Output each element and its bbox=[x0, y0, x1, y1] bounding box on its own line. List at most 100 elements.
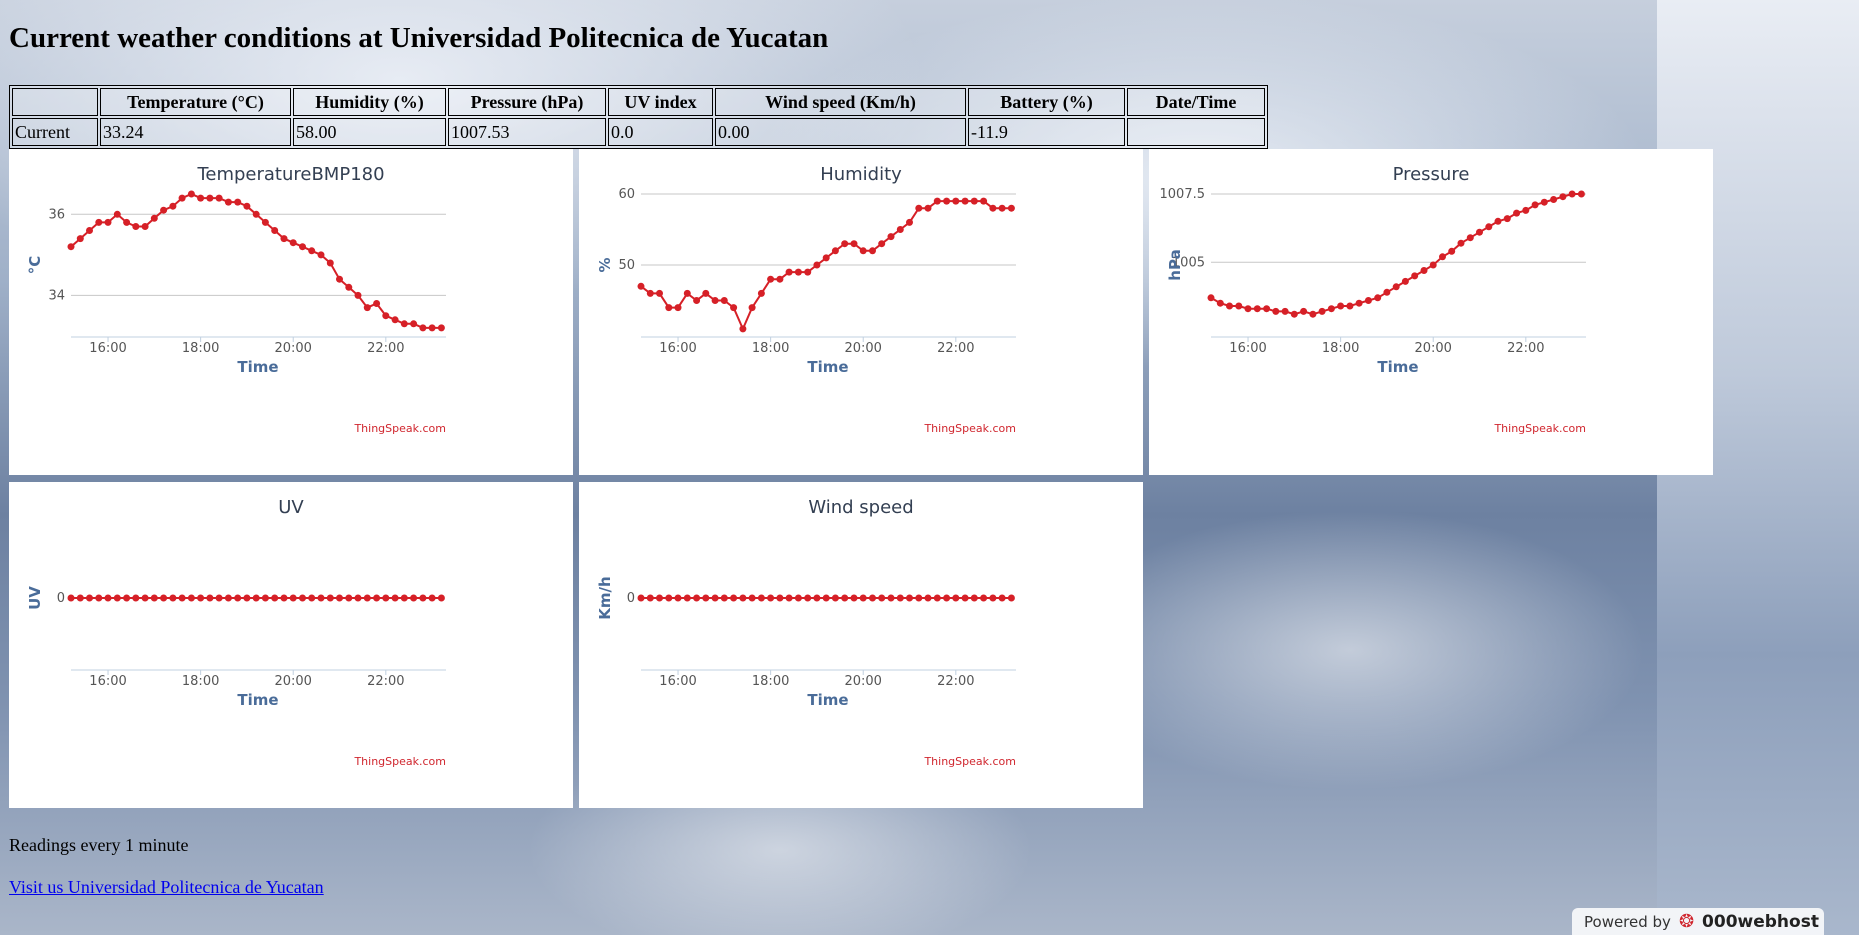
data-point[interactable] bbox=[178, 594, 186, 602]
data-point[interactable] bbox=[794, 594, 802, 602]
data-point[interactable] bbox=[693, 297, 701, 304]
data-point[interactable] bbox=[1216, 299, 1224, 307]
data-point[interactable] bbox=[970, 594, 978, 602]
thingspeak-credit-link[interactable]: ThingSpeak.com bbox=[923, 755, 1016, 768]
data-point[interactable] bbox=[178, 194, 186, 202]
data-point[interactable] bbox=[1392, 283, 1400, 291]
data-point[interactable] bbox=[336, 275, 343, 283]
temperature-chart[interactable]: TemperatureBMP180 34 36 16:00 18:00 20:00 22:0… bbox=[9, 149, 573, 475]
data-point[interactable] bbox=[683, 594, 691, 602]
pressure-chart[interactable]: Pressure 1005 1007.5 16:00 18:00 20:00 22:00 Ti… bbox=[1149, 149, 1713, 475]
data-point[interactable] bbox=[952, 197, 960, 205]
data-point[interactable] bbox=[354, 291, 362, 299]
data-point[interactable] bbox=[998, 204, 1006, 212]
data-point[interactable] bbox=[850, 240, 858, 248]
data-point[interactable] bbox=[104, 218, 112, 226]
data-point[interactable] bbox=[896, 594, 904, 602]
data-point[interactable] bbox=[243, 594, 251, 602]
data-point[interactable] bbox=[215, 194, 223, 202]
data-point[interactable] bbox=[234, 594, 242, 602]
pressure-chart-panel[interactable]: Pressure 1005 1007.5 16:00 18:00 20:00 22:00 Ti… bbox=[1149, 149, 1713, 475]
data-point[interactable] bbox=[1568, 190, 1576, 198]
data-point[interactable] bbox=[271, 227, 279, 234]
data-point[interactable] bbox=[804, 268, 812, 276]
data-point[interactable] bbox=[1300, 307, 1308, 315]
data-point[interactable] bbox=[850, 594, 858, 602]
data-point[interactable] bbox=[739, 325, 747, 333]
data-point[interactable] bbox=[859, 247, 867, 255]
data-point[interactable] bbox=[289, 239, 297, 247]
data-point[interactable] bbox=[1559, 193, 1567, 201]
data-point[interactable] bbox=[132, 594, 140, 602]
data-point[interactable] bbox=[943, 594, 951, 602]
data-point[interactable] bbox=[123, 218, 131, 226]
humidity-chart[interactable]: Humidity 50 60 16:00 18:00 20:00 22:00 Time% Thi… bbox=[579, 149, 1143, 475]
data-point[interactable] bbox=[76, 594, 84, 602]
data-point[interactable] bbox=[326, 594, 334, 602]
data-point[interactable] bbox=[767, 594, 775, 602]
data-point[interactable] bbox=[813, 594, 821, 602]
data-point[interactable] bbox=[132, 223, 140, 230]
data-point[interactable] bbox=[299, 243, 306, 251]
data-point[interactable] bbox=[187, 594, 195, 602]
data-point[interactable] bbox=[345, 594, 353, 602]
data-point[interactable] bbox=[1466, 234, 1474, 242]
data-point[interactable] bbox=[961, 594, 969, 602]
data-point[interactable] bbox=[767, 275, 775, 283]
data-point[interactable] bbox=[1383, 288, 1391, 296]
data-point[interactable] bbox=[1281, 307, 1289, 315]
data-point[interactable] bbox=[665, 304, 673, 312]
data-point[interactable] bbox=[693, 594, 701, 602]
data-point[interactable] bbox=[308, 594, 316, 602]
data-point[interactable] bbox=[776, 594, 784, 602]
data-point[interactable] bbox=[187, 190, 195, 198]
data-point[interactable] bbox=[878, 240, 886, 248]
data-point[interactable] bbox=[804, 594, 812, 602]
data-point[interactable] bbox=[224, 198, 232, 206]
data-point[interactable] bbox=[437, 324, 445, 332]
data-point[interactable] bbox=[123, 594, 131, 602]
data-point[interactable] bbox=[345, 283, 353, 291]
data-point[interactable] bbox=[410, 594, 418, 602]
data-point[interactable] bbox=[280, 594, 288, 602]
data-point[interactable] bbox=[317, 594, 325, 602]
data-point[interactable] bbox=[400, 594, 408, 602]
data-point[interactable] bbox=[141, 223, 149, 230]
data-point[interactable] bbox=[252, 210, 260, 218]
data-point[interactable] bbox=[702, 594, 710, 602]
data-point[interactable] bbox=[915, 204, 923, 212]
data-point[interactable] bbox=[748, 304, 756, 312]
data-point[interactable] bbox=[1226, 302, 1233, 310]
data-point[interactable] bbox=[813, 261, 821, 269]
data-point[interactable] bbox=[739, 594, 747, 602]
data-point[interactable] bbox=[841, 594, 849, 602]
data-point[interactable] bbox=[785, 268, 793, 276]
data-point[interactable] bbox=[1309, 310, 1317, 318]
data-point[interactable] bbox=[924, 594, 932, 602]
uv-chart[interactable]: UV 0 16:00 18:00 20:00 22:00 Time UV ThingSpeak.… bbox=[9, 482, 573, 808]
data-point[interactable] bbox=[113, 594, 121, 602]
data-point[interactable] bbox=[702, 289, 710, 297]
thingspeak-credit-link[interactable]: ThingSpeak.com bbox=[1493, 422, 1586, 435]
data-point[interactable] bbox=[757, 594, 765, 602]
data-point[interactable] bbox=[933, 594, 941, 602]
data-point[interactable] bbox=[1540, 198, 1548, 206]
data-point[interactable] bbox=[1503, 215, 1511, 223]
data-point[interactable] bbox=[1327, 305, 1335, 313]
data-point[interactable] bbox=[261, 218, 269, 226]
data-point[interactable] bbox=[150, 594, 158, 602]
data-point[interactable] bbox=[336, 594, 343, 602]
data-point[interactable] bbox=[1420, 267, 1428, 274]
humidity-chart-panel[interactable]: Humidity 50 60 16:00 18:00 20:00 22:00 Time% Thi… bbox=[579, 149, 1143, 475]
data-point[interactable] bbox=[104, 594, 112, 602]
data-point[interactable] bbox=[674, 594, 682, 602]
data-point[interactable] bbox=[776, 275, 784, 283]
data-point[interactable] bbox=[299, 594, 306, 602]
data-point[interactable] bbox=[1272, 307, 1280, 315]
data-point[interactable] bbox=[1550, 196, 1558, 203]
data-point[interactable] bbox=[989, 204, 997, 212]
thingspeak-credit-link[interactable]: ThingSpeak.com bbox=[353, 755, 446, 768]
temperature-chart-panel[interactable]: TemperatureBMP180 34 36 16:00 18:00 20:00 22:0… bbox=[9, 149, 573, 475]
data-point[interactable] bbox=[419, 594, 427, 602]
data-point[interactable] bbox=[76, 235, 84, 243]
